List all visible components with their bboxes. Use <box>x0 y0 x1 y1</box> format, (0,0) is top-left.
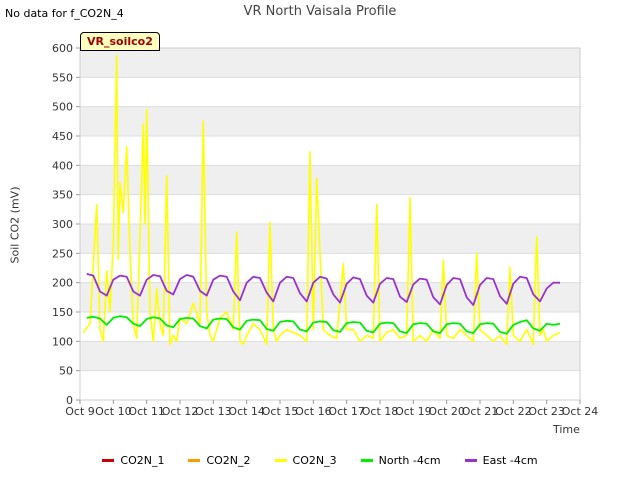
y-tick-label: 0 <box>66 394 73 407</box>
x-tick-label: Oct 9 <box>65 405 95 418</box>
legend-label-co2n-3: CO2N_3 <box>292 454 337 467</box>
plot-frame <box>79 47 581 401</box>
y-tick-label: 500 <box>52 101 73 114</box>
site-badge: VR_soilco2 <box>80 32 160 51</box>
legend: CO2N_1 CO2N_2 CO2N_3 North -4cm East -4c… <box>0 454 640 467</box>
x-tick-label: Oct 14 <box>228 405 265 418</box>
x-tick-label: Oct 18 <box>362 405 399 418</box>
plot-band <box>80 48 580 78</box>
x-tick-label: Oct 20 <box>428 405 465 418</box>
x-tick-label: Oct 19 <box>395 405 432 418</box>
x-tick-label: Oct 13 <box>195 405 232 418</box>
x-tick-label: Oct 16 <box>295 405 332 418</box>
legend-swatch-east-4cm <box>464 459 477 462</box>
x-tick-label: Oct 23 <box>528 405 565 418</box>
legend-item-east-4cm[interactable]: East -4cm <box>464 454 538 467</box>
y-tick-label: 150 <box>52 306 73 319</box>
x-tick-label: Oct 22 <box>495 405 532 418</box>
x-tick-label: Oct 17 <box>328 405 365 418</box>
y-axis-label: Soil CO2 (mV) <box>8 186 22 264</box>
plot-band <box>80 370 580 400</box>
plot-band <box>80 136 580 166</box>
no-data-notice: No data for f_CO2N_4 <box>5 7 124 20</box>
legend-label-north-4cm: North -4cm <box>378 454 441 467</box>
x-tick-label: Oct 11 <box>128 405 165 418</box>
legend-item-co2n-3[interactable]: CO2N_3 <box>274 454 337 467</box>
x-tick-label: Oct 10 <box>95 405 132 418</box>
legend-swatch-co2n-1 <box>102 459 115 462</box>
series-line-co2n-3 <box>82 54 561 346</box>
y-tick-label: 600 <box>52 42 73 55</box>
legend-swatch-co2n-2 <box>188 459 201 462</box>
x-tick-label: Oct 21 <box>462 405 499 418</box>
y-tick-label: 550 <box>52 71 73 84</box>
series-layer <box>82 54 561 346</box>
legend-label-east-4cm: East -4cm <box>482 454 538 467</box>
plot-band <box>80 341 580 371</box>
plot-band <box>80 106 580 136</box>
y-tick-label: 400 <box>52 159 73 172</box>
axes: 0 50 100 150 200 250 300 350 400 450 500 550 600 Oct … <box>52 42 598 418</box>
legend-item-north-4cm[interactable]: North -4cm <box>360 454 441 467</box>
grid-lines <box>80 47 580 401</box>
legend-item-co2n-1[interactable]: CO2N_1 <box>102 454 164 467</box>
legend-label-co2n-2: CO2N_2 <box>206 454 251 467</box>
y-tick-label: 250 <box>52 247 73 260</box>
legend-label-co2n-1: CO2N_1 <box>120 454 165 467</box>
x-tick-label: Oct 24 <box>562 405 599 418</box>
x-tick-label: Oct 15 <box>262 405 299 418</box>
series-line-east-4cm <box>86 273 560 306</box>
plot-band <box>80 165 580 195</box>
x-axis-label: Time <box>553 423 580 436</box>
y-tick-label: 300 <box>52 218 73 231</box>
y-tick-label: 350 <box>52 189 73 202</box>
y-tick-label: 200 <box>52 277 73 290</box>
chart-title: VR North Vaisala Profile <box>243 4 397 19</box>
x-tick-label: Oct 12 <box>162 405 199 418</box>
legend-swatch-north-4cm <box>360 459 373 462</box>
plot-band <box>80 194 580 224</box>
plot-band <box>80 224 580 254</box>
plot-band <box>80 77 580 107</box>
y-tick-label: 100 <box>52 335 73 348</box>
plot-band <box>80 253 580 283</box>
legend-swatch-co2n-3 <box>274 459 287 462</box>
y-tick-label: 450 <box>52 130 73 143</box>
series-line-north-4cm <box>86 315 561 335</box>
y-tick-label: 50 <box>59 365 73 378</box>
legend-item-co2n-2[interactable]: CO2N_2 <box>188 454 251 467</box>
